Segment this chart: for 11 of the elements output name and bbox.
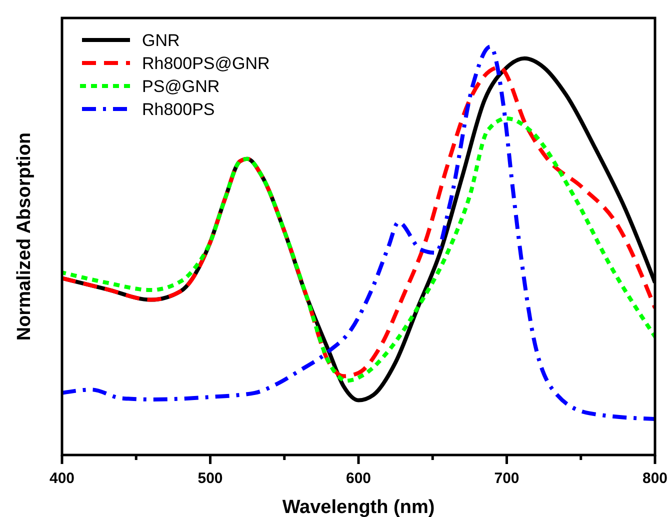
x-axis-title: Wavelength (nm) bbox=[282, 497, 435, 517]
x-tick-label: 500 bbox=[198, 470, 223, 487]
y-axis-title: Normalized Absorption bbox=[14, 132, 35, 341]
legend-label: Rh800PS bbox=[142, 100, 215, 119]
x-tick-label: 400 bbox=[49, 470, 75, 487]
x-tick-label: 800 bbox=[642, 470, 668, 487]
legend-label: GNR bbox=[142, 31, 180, 50]
legend-label: PS@GNR bbox=[142, 77, 220, 96]
x-tick-label: 600 bbox=[346, 470, 372, 487]
x-tick-label: 700 bbox=[494, 470, 520, 487]
legend-label: Rh800PS@GNR bbox=[142, 54, 270, 73]
